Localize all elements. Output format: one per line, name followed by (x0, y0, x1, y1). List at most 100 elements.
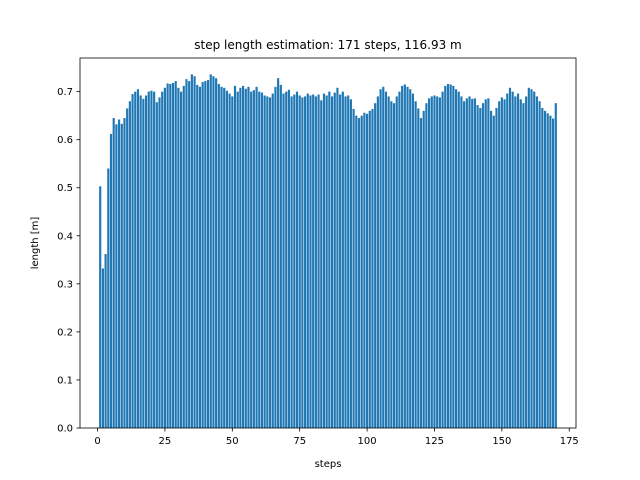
bar-step-51 (233, 85, 237, 429)
y-tick-label: 0.2 (57, 327, 73, 338)
bar-step-97 (357, 118, 361, 428)
bar-step-56 (247, 86, 250, 428)
bar-step-35 (190, 74, 193, 428)
bar-step-42 (209, 74, 212, 428)
x-tick-label: 75 (293, 436, 306, 447)
bar-step-141 (476, 105, 479, 428)
bar-step-82 (317, 94, 320, 429)
bar-step-78 (306, 93, 309, 428)
bar-step-105 (379, 89, 382, 428)
bar-step-137 (465, 98, 468, 429)
y-tick-label: 0.7 (57, 87, 73, 98)
bar-step-74 (295, 91, 299, 428)
bar-step-36 (193, 76, 196, 428)
bar-step-62 (263, 95, 266, 428)
bar-step-77 (304, 96, 307, 428)
x-tick-label: 100 (358, 436, 377, 447)
bar-step-130 (446, 83, 450, 428)
bar-step-46 (220, 86, 223, 428)
bar-step-9 (120, 123, 123, 428)
x-tick-label: 125 (425, 436, 444, 447)
bar-step-113 (401, 85, 404, 429)
bar-step-91 (341, 91, 344, 428)
bar-step-2 (101, 268, 104, 428)
bar-step-64 (268, 97, 272, 429)
bar-step-120 (419, 118, 423, 428)
bar-step-133 (454, 89, 458, 428)
bar-step-85 (325, 95, 328, 428)
bar-step-17 (142, 98, 145, 428)
bar-step-144 (484, 99, 487, 428)
bar-step-153 (508, 87, 512, 428)
bar-step-158 (522, 103, 525, 429)
bar-step-10 (123, 118, 126, 428)
bar-step-159 (525, 96, 528, 428)
y-axis-label: length [m] (30, 217, 41, 270)
bar-step-16 (139, 95, 142, 428)
bar-step-124 (430, 96, 433, 428)
bar-step-75 (298, 95, 301, 428)
bar-step-44 (215, 78, 218, 429)
bar-step-94 (349, 99, 352, 428)
bar-series (99, 74, 557, 429)
bar-step-155 (514, 96, 517, 428)
bar-step-138 (468, 96, 471, 428)
x-axis-label: steps (315, 459, 342, 470)
bar-step-157 (519, 99, 522, 428)
bar-step-37 (196, 84, 199, 428)
bar-step-147 (492, 115, 495, 428)
bar-step-71 (287, 89, 290, 429)
bar-step-168 (549, 115, 552, 428)
bar-step-169 (552, 118, 555, 429)
bar-step-162 (533, 91, 536, 428)
bar-step-41 (206, 80, 210, 428)
bar-step-72 (290, 96, 293, 428)
bar-step-126 (436, 96, 439, 428)
bar-step-21 (153, 91, 156, 428)
bar-step-156 (516, 93, 520, 428)
bar-step-166 (543, 110, 547, 429)
y-tick-label: 0.1 (57, 375, 73, 386)
chart-title: step length estimation: 171 steps, 116.9… (194, 38, 461, 52)
bar-step-150 (500, 97, 503, 429)
bar-step-19 (147, 91, 150, 428)
bar-step-53 (239, 87, 242, 428)
bar-step-87 (330, 96, 334, 428)
bar-step-116 (409, 89, 412, 428)
bar-step-28 (171, 82, 175, 429)
bar-step-18 (144, 95, 148, 428)
bar-step-4 (107, 168, 110, 428)
bar-step-102 (371, 108, 374, 428)
bar-step-117 (411, 93, 414, 428)
y-tick-label: 0.6 (57, 135, 73, 146)
x-tick-label: 150 (492, 436, 511, 447)
bar-step-86 (328, 91, 331, 428)
bar-step-114 (403, 84, 406, 429)
bar-step-30 (177, 87, 180, 428)
bar-step-3 (104, 254, 107, 428)
bar-step-83 (320, 100, 323, 428)
bar-step-100 (366, 113, 369, 429)
y-tick-label: 0.5 (57, 183, 73, 194)
bar-step-140 (473, 98, 476, 429)
bar-step-54 (242, 85, 245, 429)
bar-step-1 (99, 186, 102, 428)
bar-step-96 (355, 115, 358, 428)
bar-step-152 (506, 93, 509, 428)
bar-step-81 (314, 96, 317, 428)
y-tick-label: 0.3 (57, 279, 73, 290)
bar-step-45 (217, 83, 220, 428)
bar-step-63 (266, 96, 269, 428)
bar-step-38 (198, 86, 202, 428)
bar-step-106 (382, 86, 385, 428)
x-tick-label: 50 (226, 436, 239, 447)
bar-step-101 (368, 110, 371, 429)
bar-step-115 (406, 86, 409, 428)
bar-step-52 (236, 91, 239, 428)
bar-step-167 (546, 113, 549, 428)
bar-step-70 (285, 91, 288, 428)
bar-step-128 (441, 91, 444, 428)
bar-step-60 (258, 91, 261, 428)
x-tick-label: 175 (560, 436, 579, 447)
